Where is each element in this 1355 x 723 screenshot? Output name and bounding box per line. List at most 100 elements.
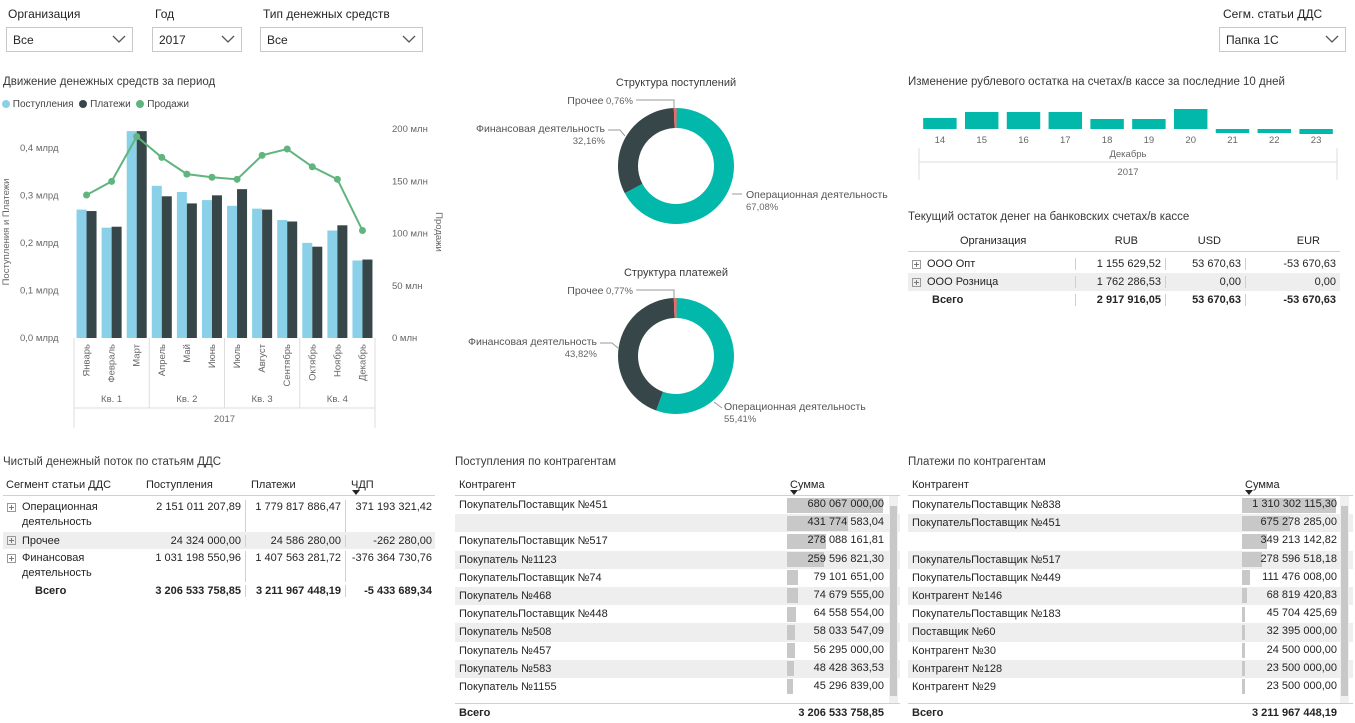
data-bar <box>787 533 827 549</box>
table-row[interactable]: ПокупательПоставщик №448 64 558 554,00 <box>455 605 900 623</box>
net-flow-table: Сегмент статьи ДДС Поступления Платежи Ч… <box>3 474 435 600</box>
outflow-bar <box>337 225 348 338</box>
table-row[interactable]: ООО Розница 1 762 286,53 0,00 0,00 <box>908 273 1340 291</box>
org-dropdown[interactable]: Все <box>6 27 133 52</box>
table-row[interactable]: Контрагент №30 24 500 000,00 <box>908 642 1353 660</box>
legend-inflow-marker <box>2 100 10 109</box>
legend-sales-marker <box>136 100 145 109</box>
data-bar <box>787 515 848 531</box>
net-flow-row-out: 1 407 563 281,72 <box>246 551 346 582</box>
x-category-label: Октябрь <box>307 344 318 381</box>
table-row[interactable]: ПокупательПоставщик №451 680 067 000,00 <box>455 496 900 514</box>
sales-point <box>208 173 216 181</box>
table-row[interactable]: ПокупательПоставщик №838 1 310 302 115,30 <box>908 496 1353 514</box>
receipts-scroll-thumb[interactable] <box>890 506 897 696</box>
table-row[interactable]: Покупатель №508 58 033 547,09 <box>455 623 900 642</box>
table-row[interactable]: Покупатель №468 74 679 555,00 <box>455 586 900 606</box>
balance-day-label: 14 <box>935 135 946 146</box>
table-row[interactable]: Покупатель №457 56 295 000,00 <box>455 642 900 660</box>
table-row[interactable]: ПокупательПоставщик №451 675 278 285,00 <box>908 514 1353 533</box>
net-flow-header-net[interactable]: ЧДП <box>351 478 374 491</box>
counterparty-name: ПокупательПоставщик №451 <box>459 499 608 512</box>
donut-slice <box>624 108 734 224</box>
quarter-label: Кв. 4 <box>327 394 348 405</box>
balance-change-chart: 14 15 16 17 18 19 20 21 22 23 Декабрь 2017 <box>918 109 1338 180</box>
x-category-label: Январь <box>82 344 93 377</box>
chevron-down-icon <box>221 35 235 43</box>
expand-icon[interactable] <box>7 503 16 512</box>
y-left-tick-label: 0,4 млрд <box>20 143 59 154</box>
inflow-bar <box>76 209 87 338</box>
sort-desc-icon <box>352 490 360 495</box>
data-bar <box>1242 661 1245 677</box>
table-row[interactable]: ПокупательПоставщик №517 278 088 161,81 <box>455 532 900 550</box>
table-row[interactable]: Операционная деятельность 2 151 011 207,8… <box>3 500 435 532</box>
counterparty-sum: 680 067 000,00 <box>807 498 884 510</box>
balance-bar <box>1132 119 1166 129</box>
receipts-scrollbar[interactable] <box>889 496 898 703</box>
balances-row-name: ООО Розница <box>927 276 999 288</box>
expand-icon[interactable] <box>7 536 16 546</box>
payments-scrollbar[interactable] <box>1340 496 1349 703</box>
counterparty-sum: 431 774 583,04 <box>807 516 884 529</box>
outflow-bar <box>312 246 323 338</box>
balances-row-eur: 0,00 <box>1314 276 1336 288</box>
table-row[interactable]: Покупатель №1123 259 596 821,30 <box>455 550 900 569</box>
x-category-label: Март <box>132 343 143 366</box>
expand-icon[interactable] <box>7 554 16 563</box>
table-row[interactable]: Контрагент №128 23 500 000,00 <box>908 659 1353 678</box>
receipts-rows[interactable]: ПокупательПоставщик №451 680 067 000,00 43… <box>455 496 900 703</box>
table-row[interactable]: Финансовая деятельность 1 031 198 550,96 … <box>3 549 435 582</box>
counterparty-sum-cell: 259 596 821,30 <box>785 551 885 569</box>
payments-scroll-thumb[interactable] <box>1341 506 1348 696</box>
net-flow-row-name-cont: деятельность <box>22 567 92 579</box>
net-flow-total-name: Всего <box>35 585 67 597</box>
net-flow-header-in[interactable]: Поступления <box>146 478 213 491</box>
payments-header-name[interactable]: Контрагент <box>912 478 969 491</box>
year-dropdown[interactable]: 2017 <box>152 27 242 52</box>
outflow-bar <box>136 131 147 338</box>
sales-point <box>158 153 166 161</box>
payments-rows[interactable]: ПокупательПоставщик №838 1 310 302 115,30… <box>908 496 1353 703</box>
counterparty-sum-cell: 74 679 555,00 <box>785 587 885 605</box>
table-row[interactable]: ПокупательПоставщик №517 278 596 518,18 <box>908 550 1353 569</box>
legend-sales-label: Продажи <box>147 99 190 110</box>
outflow-bar <box>262 209 273 338</box>
donut-label-pct: 0,77% <box>603 286 633 297</box>
balance-bar <box>1299 129 1333 134</box>
donut-label: Финансовая деятельность <box>476 123 606 135</box>
expand-icon[interactable] <box>912 277 921 287</box>
table-row[interactable]: Прочее 24 324 000,00 24 586 280,00 -262 … <box>3 532 435 549</box>
table-row[interactable]: Контрагент №29 23 500 000,00 <box>908 678 1353 696</box>
net-flow-header-out[interactable]: Платежи <box>251 478 296 491</box>
counterparty-name: Контрагент №30 <box>912 644 996 657</box>
cash-type-dropdown[interactable]: Все <box>260 27 423 52</box>
year-dropdown-value: 2017 <box>159 33 186 47</box>
segment-dropdown[interactable]: Папка 1С <box>1219 27 1346 52</box>
payments-total-name: Всего <box>912 706 944 719</box>
table-row[interactable]: 431 774 583,04 <box>455 514 900 533</box>
table-row[interactable]: Поставщик №60 32 395 000,00 <box>908 623 1353 642</box>
table-row[interactable]: 349 213 142,82 <box>908 532 1353 550</box>
counterparty-sum: 23 500 000,00 <box>1266 661 1337 674</box>
expand-icon[interactable] <box>912 259 921 269</box>
table-row[interactable]: Покупатель №583 48 428 363,53 <box>455 659 900 678</box>
table-row[interactable]: Покупатель №1155 45 296 839,00 <box>455 678 900 696</box>
org-slicer-label: Организация <box>8 7 81 21</box>
data-bar <box>787 497 883 513</box>
payments-table: Контрагент Сумма ПокупательПоставщик №83… <box>908 474 1353 723</box>
table-row[interactable]: ООО Опт 1 155 629,52 53 670,63 -53 670,6… <box>908 255 1340 273</box>
payments-header-sum[interactable]: Сумма <box>1245 478 1280 491</box>
counterparty-sum-cell: 68 819 420,83 <box>1240 587 1338 605</box>
receipts-header-name[interactable]: Контрагент <box>459 478 516 491</box>
inflow-bar <box>176 192 187 338</box>
net-flow-header-segment[interactable]: Сегмент статьи ДДС <box>6 478 112 491</box>
chevron-down-icon <box>402 35 416 43</box>
receipts-header-sum[interactable]: Сумма <box>790 478 825 491</box>
table-row[interactable]: Контрагент №146 68 819 420,83 <box>908 586 1353 606</box>
outflow-bar <box>161 196 172 338</box>
donut-label-name: Операционная деятельность <box>724 401 866 413</box>
table-row[interactable]: ПокупательПоставщик №449 111 476 008,00 <box>908 569 1353 587</box>
table-row[interactable]: ПокупательПоставщик №74 79 101 651,00 <box>455 569 900 587</box>
table-row[interactable]: ПокупательПоставщик №183 45 704 425,69 <box>908 605 1353 623</box>
